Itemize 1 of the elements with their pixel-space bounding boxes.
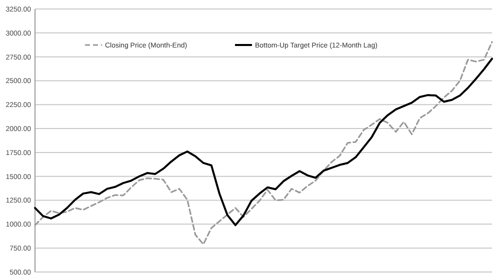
line-series bbox=[34, 58, 493, 226]
